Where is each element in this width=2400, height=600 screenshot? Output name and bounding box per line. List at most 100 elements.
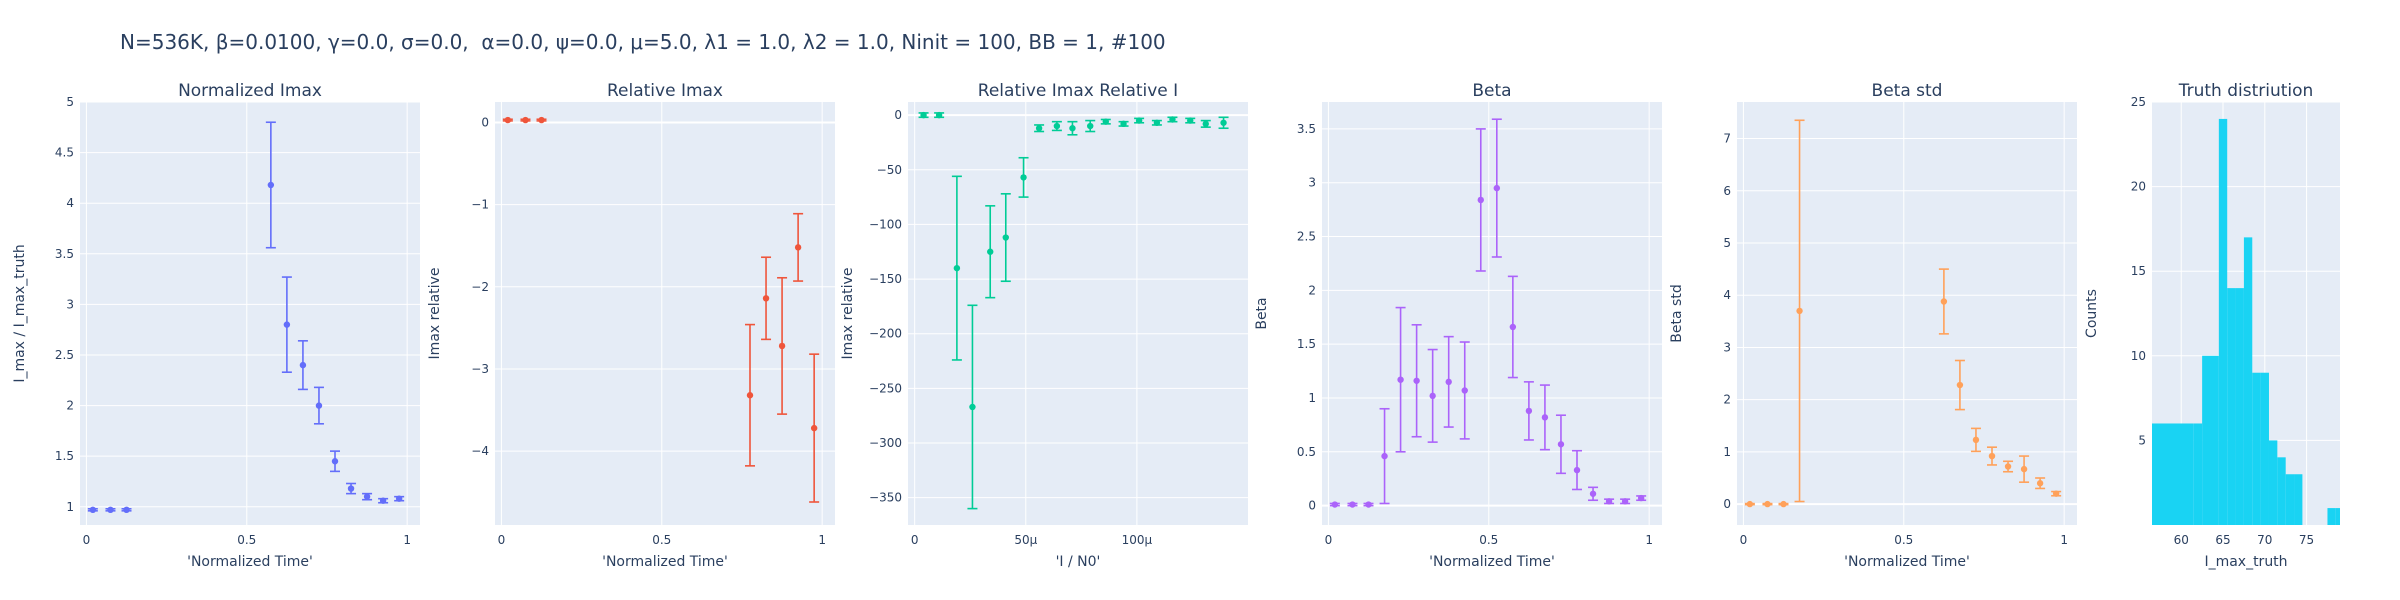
- histogram-bar: [2268, 440, 2278, 525]
- x-tick-label: 0: [498, 533, 506, 547]
- histogram-bar: [2335, 508, 2340, 525]
- panel-title: Relative Imax: [607, 81, 723, 101]
- data-point: [1349, 501, 1356, 508]
- data-point: [953, 264, 961, 272]
- y-axis-label: Counts: [2084, 289, 2100, 338]
- y-tick-label: 1.5: [1297, 337, 1316, 351]
- y-tick-label: 1: [66, 500, 74, 514]
- data-point: [2004, 463, 2012, 470]
- data-point: [2020, 465, 2028, 473]
- data-point: [1413, 377, 1420, 384]
- y-tick-label: −300: [869, 436, 902, 450]
- histogram-bar: [2235, 288, 2244, 525]
- y-tick-label: −3: [471, 362, 489, 376]
- x-tick-label: 50μ: [1014, 533, 1037, 547]
- data-point: [1153, 119, 1161, 126]
- data-point: [1035, 125, 1043, 132]
- data-point: [1102, 118, 1109, 125]
- data-point: [778, 342, 786, 350]
- x-tick-label: 0.5: [237, 533, 256, 547]
- data-point: [1429, 392, 1436, 400]
- data-point: [762, 295, 770, 302]
- data-point: [395, 495, 403, 502]
- panel-title: Beta std: [1872, 81, 1943, 101]
- x-tick-label: 1: [818, 533, 826, 547]
- data-point: [810, 424, 818, 432]
- panel-title: Beta: [1472, 81, 1511, 101]
- data-point: [1331, 501, 1339, 508]
- data-point: [969, 403, 976, 411]
- data-point: [1477, 196, 1484, 204]
- y-tick-label: 3: [1308, 176, 1316, 190]
- y-axis-label: Imax relative: [840, 268, 856, 360]
- plot-area: [495, 102, 835, 525]
- data-point: [1972, 436, 1980, 444]
- data-point: [1956, 381, 1964, 389]
- panel-4: [1322, 102, 1662, 525]
- y-axis-label: Beta: [1254, 297, 1270, 329]
- histogram-bar: [2193, 423, 2203, 525]
- data-point: [920, 111, 927, 119]
- data-point: [1220, 119, 1227, 126]
- y-tick-label: −4: [471, 444, 489, 458]
- y-tick-label: −1: [471, 198, 489, 212]
- y-tick-label: 10: [2131, 349, 2146, 363]
- histogram-bar: [2327, 508, 2336, 525]
- x-axis-label: 'Normalized Time': [602, 554, 728, 570]
- y-tick-label: 0: [894, 108, 902, 122]
- data-point: [1493, 184, 1501, 192]
- y-tick-label: 2: [1723, 393, 1731, 407]
- data-point: [1525, 407, 1533, 415]
- data-point: [1002, 234, 1009, 241]
- y-axis-label: Beta std: [1669, 284, 1685, 342]
- y-tick-label: 3: [1723, 340, 1731, 354]
- x-tick-label: 1: [2060, 533, 2068, 547]
- data-point: [1557, 441, 1565, 448]
- y-tick-label: 4: [66, 196, 74, 210]
- x-tick-label: 1: [403, 533, 411, 547]
- plot-area: [1737, 102, 2077, 525]
- x-axis-label: I_max_truth: [2204, 554, 2287, 570]
- y-tick-label: 0.5: [1297, 445, 1316, 459]
- histogram-bar: [2277, 457, 2286, 525]
- y-tick-label: 3.5: [1297, 122, 1316, 136]
- data-point: [1365, 501, 1372, 508]
- data-point: [1120, 120, 1127, 128]
- data-point: [331, 458, 339, 465]
- histogram-bar: [2252, 372, 2261, 525]
- figure-suptitle: N=536K, β=0.0100, γ=0.0, σ=0.0, α=0.0, ψ…: [120, 30, 1166, 54]
- data-point: [538, 116, 545, 124]
- data-point: [283, 321, 291, 328]
- plot-area: [1322, 102, 1662, 525]
- x-axis-label: 'Normalized Time': [1844, 554, 1970, 570]
- y-tick-label: 20: [2131, 180, 2146, 194]
- x-tick-label: 70: [2257, 533, 2272, 547]
- data-point: [1605, 498, 1613, 505]
- panel-title: Relative Imax Relative I: [978, 81, 1178, 101]
- data-point: [1988, 452, 1996, 460]
- data-point: [1573, 466, 1581, 474]
- data-point: [1746, 500, 1754, 508]
- data-point: [123, 506, 130, 514]
- plot-area: [908, 102, 1248, 525]
- data-point: [504, 116, 512, 124]
- y-tick-label: 1: [1723, 445, 1731, 459]
- y-tick-label: −100: [869, 217, 902, 231]
- y-tick-label: 4: [1723, 288, 1731, 302]
- x-tick-label: 100μ: [1122, 533, 1153, 547]
- plot-area: [80, 102, 420, 525]
- data-point: [1053, 122, 1061, 130]
- histogram-bar: [2152, 423, 2194, 525]
- data-point: [746, 392, 754, 399]
- x-tick-label: 0: [83, 533, 91, 547]
- histogram-bar: [2243, 237, 2253, 526]
- data-point: [1621, 498, 1629, 505]
- histogram-bar: [2294, 474, 2303, 525]
- data-point: [1764, 500, 1771, 508]
- y-tick-label: 2: [66, 399, 74, 413]
- x-tick-label: 75: [2299, 533, 2314, 547]
- y-tick-label: −250: [869, 381, 902, 395]
- data-point: [267, 181, 275, 189]
- y-tick-label: 5: [1723, 236, 1731, 250]
